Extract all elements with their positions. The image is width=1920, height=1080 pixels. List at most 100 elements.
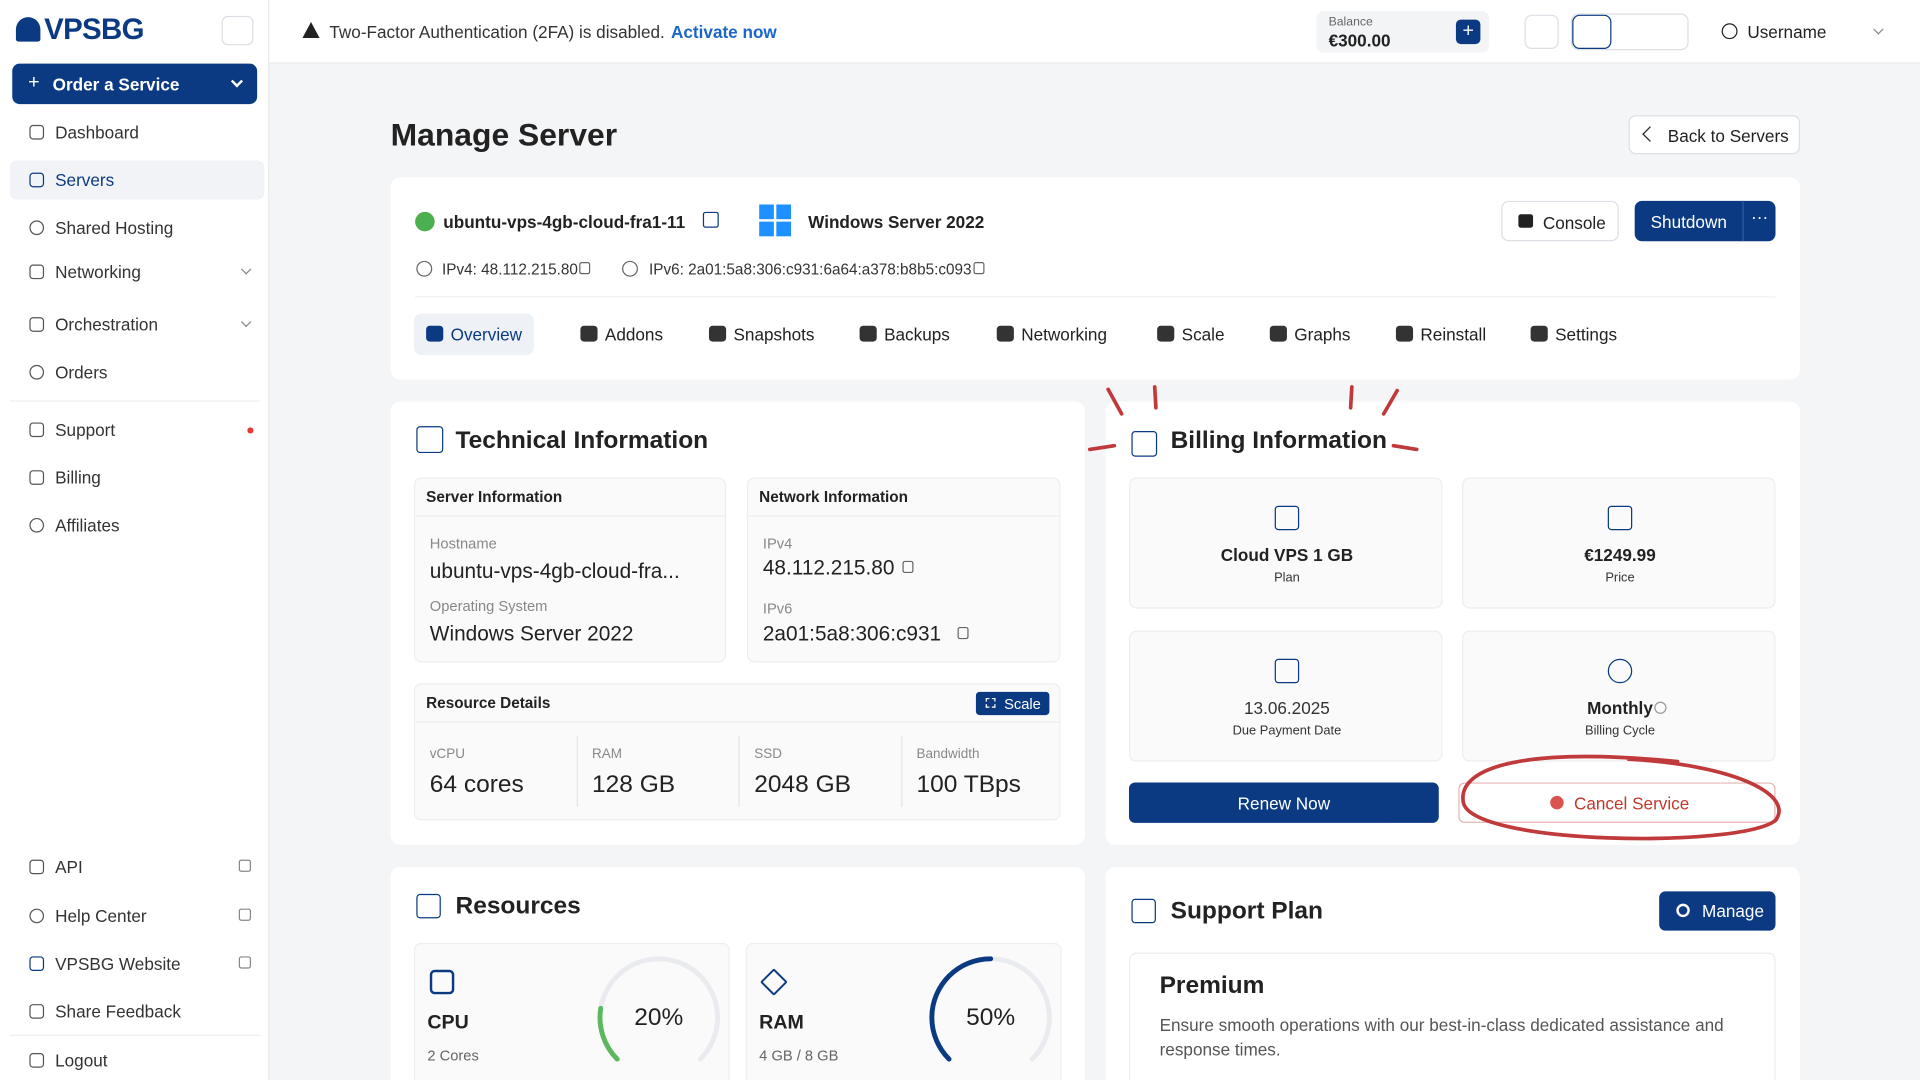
icon <box>416 893 441 919</box>
scale-button[interactable]: Scale <box>975 691 1050 716</box>
nav-item[interactable]: Share Feedback <box>10 992 265 1031</box>
renew-button[interactable]: Renew Now <box>1128 782 1439 823</box>
label: Bandwidth <box>916 746 980 762</box>
icon <box>859 325 877 342</box>
copy-button[interactable] <box>579 262 591 275</box>
nav-label: Networking <box>55 262 141 282</box>
windows-logo <box>776 204 792 220</box>
card-title: Billing Information <box>1170 427 1387 455</box>
value: Windows Server 2022 <box>429 622 634 646</box>
brand: VPSBG <box>44 13 144 47</box>
gauge-value <box>597 956 721 1079</box>
copy-button[interactable] <box>957 626 969 640</box>
tab[interactable]: Reinstall <box>1384 313 1499 355</box>
value: 2048 GB <box>754 771 851 799</box>
nav-item[interactable]: Orchestration <box>10 305 265 344</box>
nav-item[interactable]: Networking <box>10 252 265 291</box>
external-icon <box>238 908 252 921</box>
tab-label: Networking <box>1021 324 1107 345</box>
back-label: Back to Servers <box>1667 126 1789 146</box>
tab[interactable]: Addons <box>568 313 675 355</box>
nav-item[interactable]: Dashboard <box>10 113 265 152</box>
cancel-button[interactable]: Cancel Service <box>1458 782 1776 823</box>
card-title: Support Plan <box>1170 897 1324 925</box>
nav-item[interactable]: Servers <box>9 160 265 200</box>
nav-label: Orders <box>55 362 108 383</box>
tab[interactable]: Scale <box>1145 313 1237 355</box>
label: Billing Cycle <box>1584 723 1656 739</box>
theme-button[interactable] <box>1619 22 1639 42</box>
divider <box>415 515 725 517</box>
value: 13.06.2025 <box>1244 697 1330 718</box>
back-button[interactable]: Back to Servers <box>1628 115 1801 155</box>
nav-item[interactable]: Logout <box>10 1041 265 1080</box>
copy-button[interactable] <box>973 262 985 275</box>
nav-item[interactable]: Shared Hosting <box>10 208 265 247</box>
warning-icon <box>302 22 320 38</box>
card-title: Resources <box>455 892 581 920</box>
external-icon <box>238 956 252 969</box>
theme-button[interactable] <box>1572 14 1612 49</box>
billing-card: Billing Information Cloud VPS 1 GB Plan €12… <box>1105 401 1801 845</box>
theme-group <box>1571 13 1689 51</box>
nav-label: Billing <box>55 467 101 488</box>
nav-label: Shared Hosting <box>55 217 174 238</box>
alert-link[interactable]: Activate now <box>671 22 777 42</box>
nav-item[interactable]: VPSBG Website <box>10 944 265 983</box>
label: IPv4 <box>762 535 793 553</box>
icon <box>760 968 788 996</box>
tab[interactable]: Networking <box>984 313 1119 355</box>
order-button[interactable]: Order a Service + <box>12 63 258 105</box>
value: 48.112.215.80 <box>762 555 895 580</box>
manage-button[interactable]: Manage <box>1659 891 1776 931</box>
nav-item[interactable]: API <box>10 847 265 886</box>
add-funds-button[interactable]: + <box>1455 19 1481 45</box>
resource-tile: CPU 2 Cores 20% <box>413 942 730 1080</box>
collapse-button[interactable] <box>221 15 254 46</box>
tab[interactable]: Graphs <box>1258 313 1363 355</box>
edit-button[interactable] <box>702 211 719 228</box>
gauge <box>929 956 1052 1079</box>
value: Monthly <box>1587 697 1653 718</box>
username[interactable]: Username <box>1747 22 1827 42</box>
theme-button[interactable] <box>1658 22 1678 42</box>
card-title: Technical Information <box>455 427 709 455</box>
windows-logo <box>759 204 774 220</box>
tab[interactable]: Snapshots <box>697 313 827 355</box>
gauge <box>597 956 721 1079</box>
billing-tile: Monthly Billing Cycle <box>1462 630 1776 762</box>
label: Price <box>1605 570 1635 586</box>
icon <box>29 908 45 924</box>
copy-button[interactable] <box>902 560 914 574</box>
resource-name: RAM <box>759 1012 804 1034</box>
nav-item[interactable]: Help Center <box>10 896 265 935</box>
value: Cloud VPS 1 GB <box>1220 544 1354 565</box>
technical-card: Technical Information Server Information H… <box>390 401 1085 845</box>
nav-item[interactable]: Support <box>10 410 265 449</box>
hostname: ubuntu-vps-4gb-cloud-fra1-11 <box>443 211 686 232</box>
divider <box>748 515 1060 517</box>
gauge-value <box>929 956 1052 1079</box>
more-button[interactable]: ··· <box>1742 200 1775 242</box>
tab[interactable]: Backups <box>847 313 962 355</box>
ipv6: IPv6: 2a01:5a8:306:c931:6a64:a378:b8b5:c… <box>648 260 972 278</box>
tab[interactable]: Overview <box>413 313 535 356</box>
icon <box>426 325 444 342</box>
icon <box>622 260 638 277</box>
console-button[interactable]: Console <box>1501 200 1619 242</box>
nav-item[interactable]: Billing <box>10 458 265 497</box>
refresh-button[interactable] <box>1524 14 1559 49</box>
shutdown-button[interactable]: Shutdown ··· <box>1634 200 1776 242</box>
value: 100 TBps <box>916 771 1021 799</box>
divider <box>576 735 578 807</box>
icon <box>29 1004 45 1019</box>
icon <box>29 172 45 188</box>
tab[interactable]: Settings <box>1518 313 1629 355</box>
icon <box>1157 325 1175 342</box>
notification-dot <box>247 427 254 434</box>
nav-item[interactable]: Affiliates <box>10 506 265 545</box>
nav-item[interactable]: Orders <box>10 353 265 392</box>
plus: + <box>28 72 40 94</box>
os: Windows Server 2022 <box>808 211 985 232</box>
icon <box>1269 325 1287 342</box>
